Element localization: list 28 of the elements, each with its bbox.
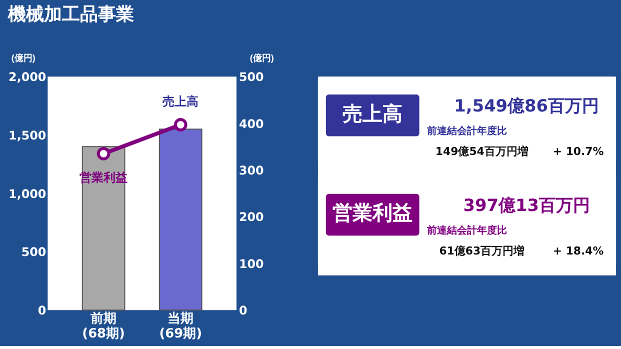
- y2-tick-label: 100: [238, 256, 264, 271]
- y2-tick-label: 0: [238, 304, 248, 318]
- x-tick-label: 前期 (68期): [82, 312, 125, 342]
- text: 149億54百万円増: [435, 145, 528, 158]
- text: + 18.4%: [552, 244, 604, 258]
- text: 397億13百万円: [463, 194, 590, 215]
- text: 61億63百万円増: [439, 244, 525, 258]
- y-tick-label: 2,000: [8, 70, 46, 84]
- y2-axis-title: (億円): [250, 53, 274, 64]
- series-label: 売上高: [162, 94, 199, 108]
- text: + 10.7%: [552, 145, 604, 158]
- y2-tick-label: 500: [238, 70, 264, 84]
- y-axis-title: (億円): [11, 53, 36, 64]
- y2-tick-label: 400: [238, 116, 264, 131]
- text: 1,549億86百万円: [454, 95, 600, 116]
- y2-tick-label: 300: [238, 163, 264, 178]
- x-tick-label: 当期 (69期): [159, 312, 202, 342]
- text: 前連結会計年度比: [426, 125, 508, 138]
- text: 前連結会計年度比: [426, 224, 508, 237]
- chart-title: 機械加工品事業: [6, 4, 134, 25]
- text: 売上高: [342, 102, 403, 126]
- series-label: 営業利益: [80, 170, 128, 184]
- y-tick-label: 0: [38, 304, 46, 318]
- text: 営業利益: [332, 202, 413, 225]
- y-tick-label: 1,000: [8, 186, 46, 201]
- y-tick-label: 1,500: [8, 128, 46, 142]
- y2-tick-label: 200: [238, 210, 264, 224]
- y-tick-label: 500: [21, 245, 46, 260]
